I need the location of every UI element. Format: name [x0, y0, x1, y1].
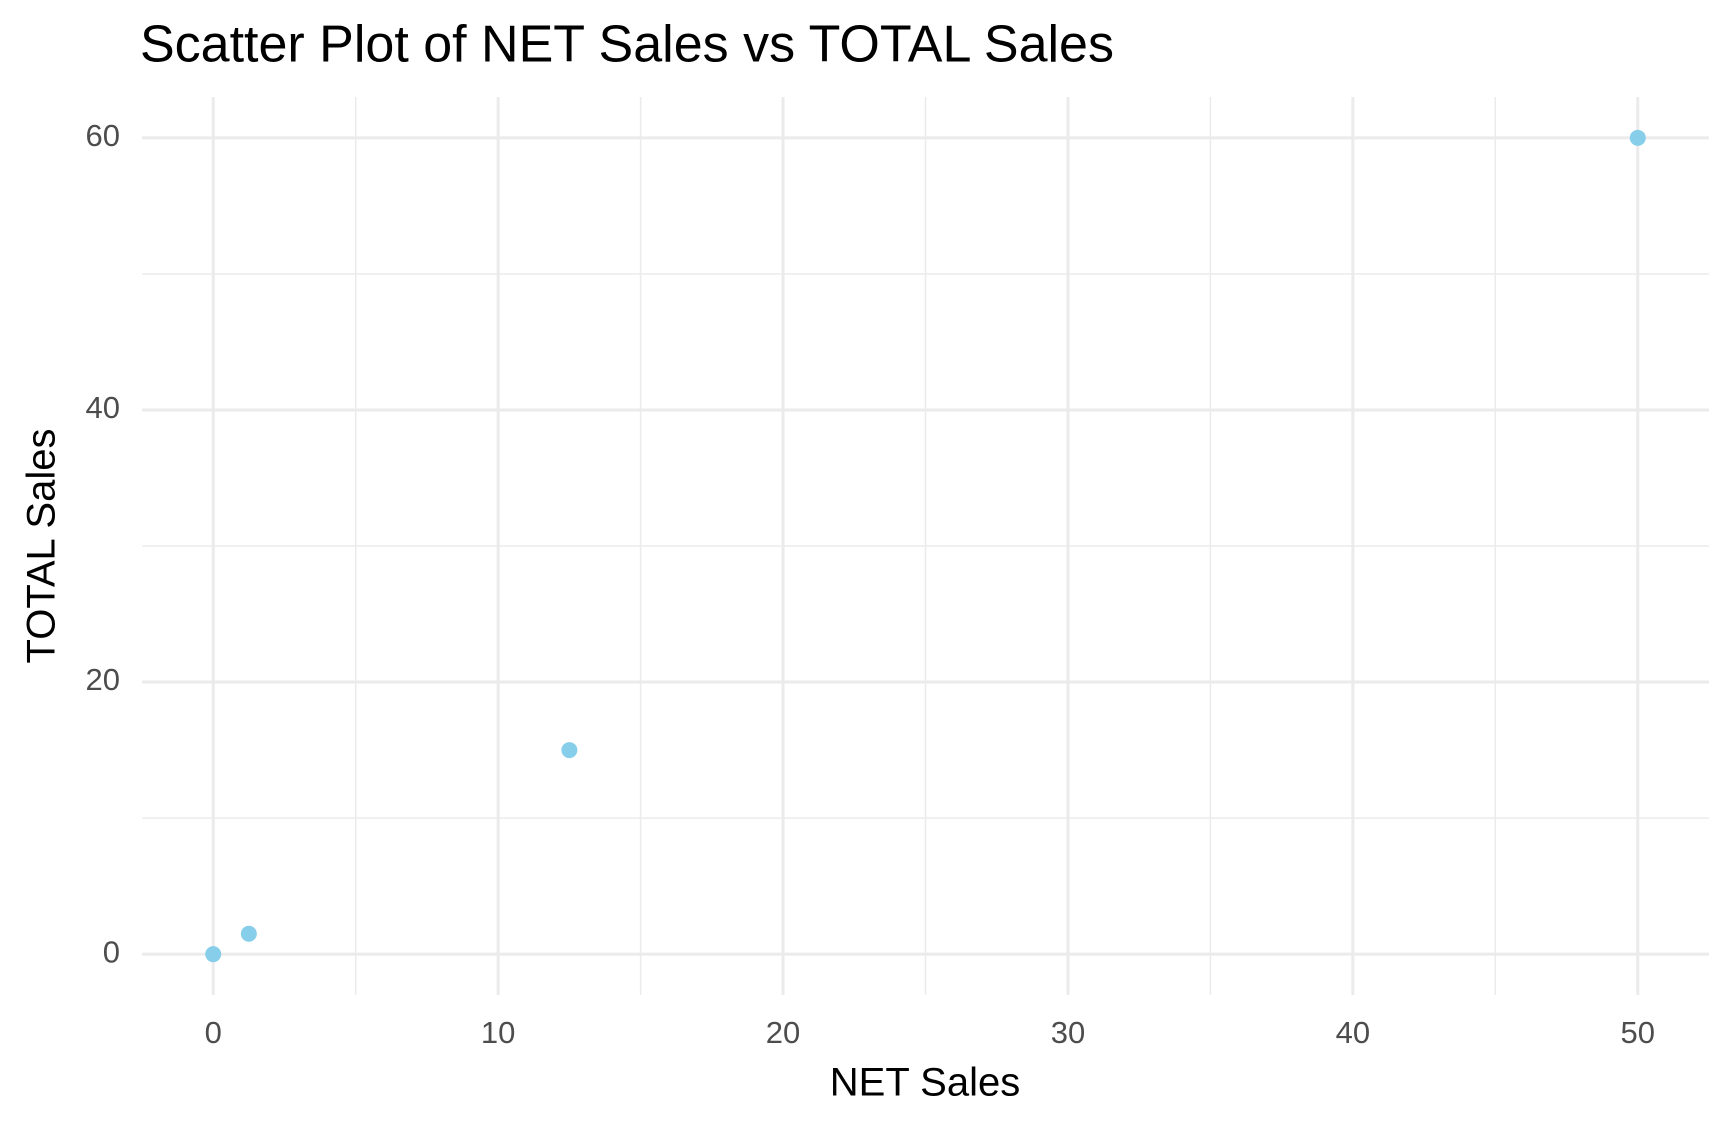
y-tick-label: 20	[86, 662, 120, 697]
point	[561, 742, 578, 759]
x-tick-label: 50	[1621, 1015, 1655, 1050]
x-tick-label: 20	[766, 1015, 800, 1050]
point	[205, 946, 222, 963]
y-tick-label: 60	[86, 118, 120, 153]
y-tick-label: 0	[103, 934, 120, 969]
x-tick-label: 10	[481, 1015, 515, 1050]
point	[1629, 129, 1646, 146]
x-tick-label: 0	[205, 1015, 222, 1050]
y-tick-label: 40	[86, 390, 120, 425]
point	[240, 925, 257, 942]
chart-title: Scatter Plot of NET Sales vs TOTAL Sales	[140, 16, 1114, 74]
x-axis-title: NET Sales	[830, 1061, 1020, 1105]
x-tick-label: 30	[1051, 1015, 1085, 1050]
y-axis-title: TOTAL Sales	[20, 429, 64, 664]
x-tick-label: 40	[1336, 1015, 1370, 1050]
